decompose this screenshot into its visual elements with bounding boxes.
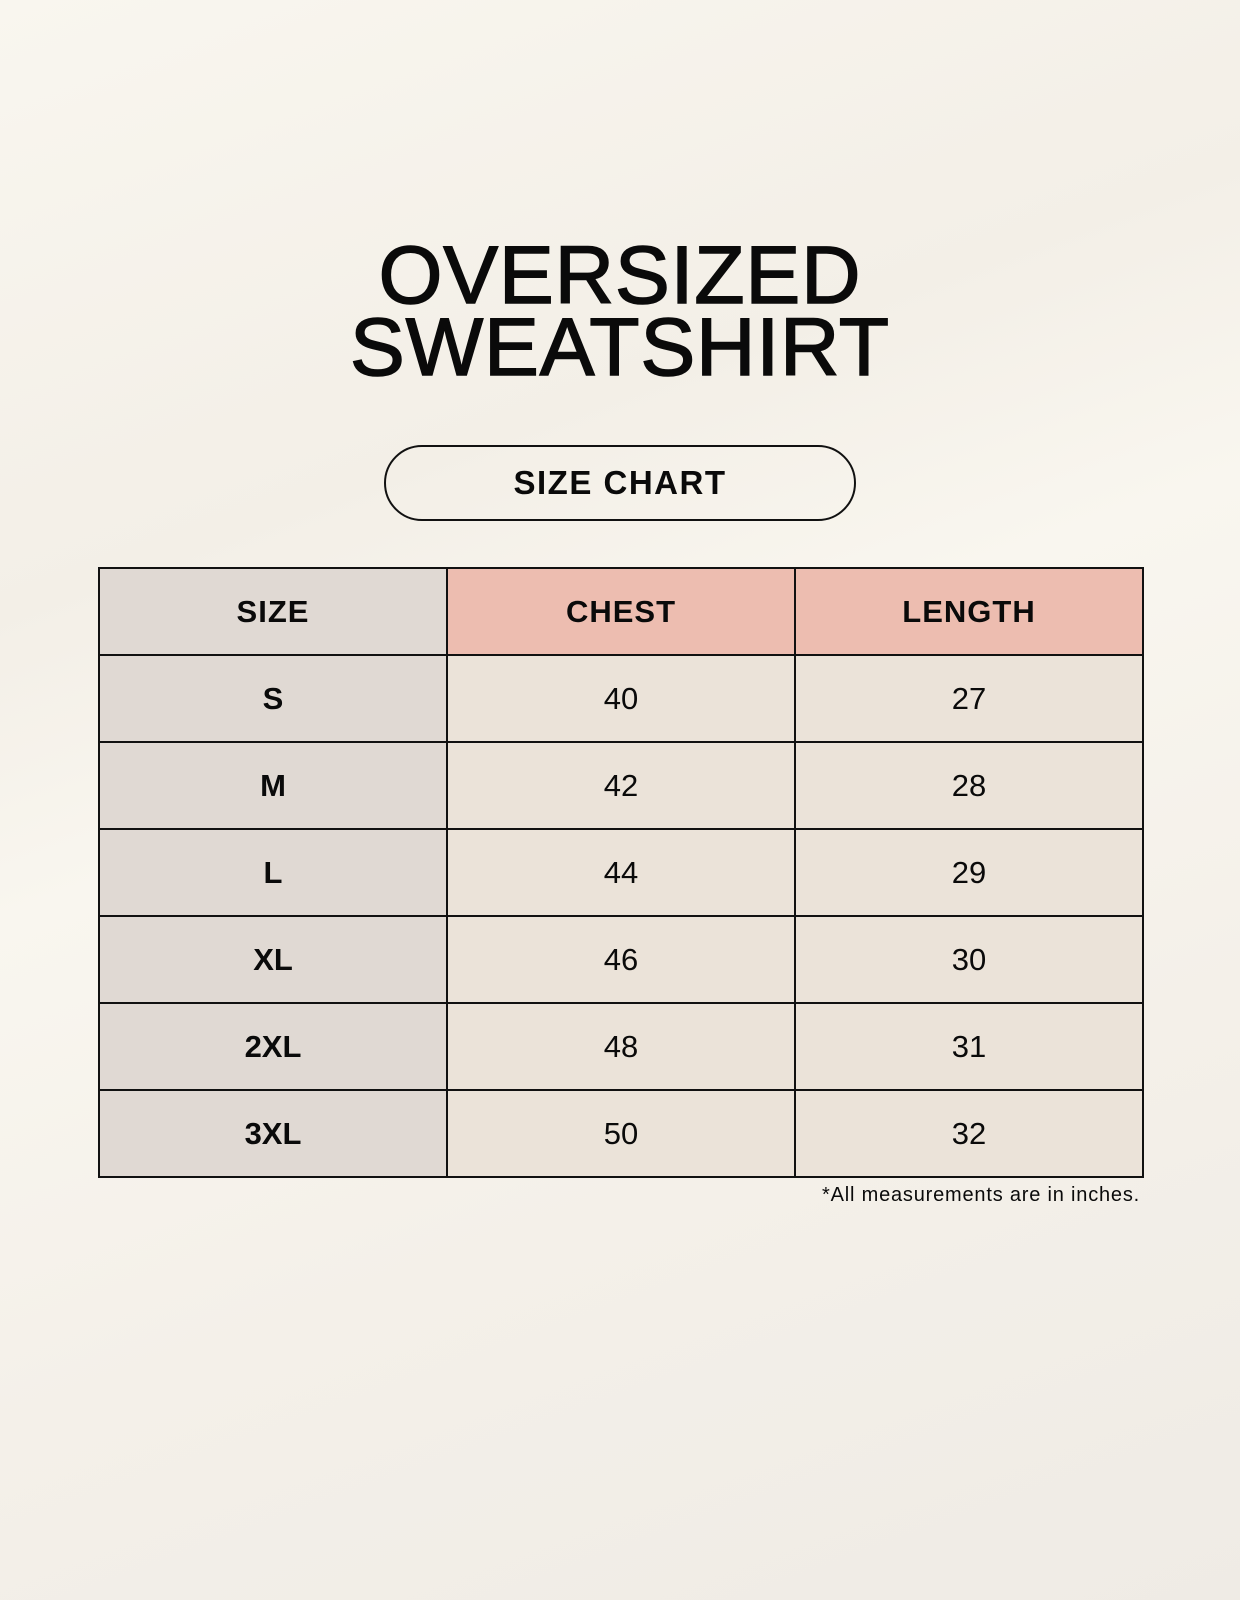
measurement-note: *All measurements are in inches. xyxy=(822,1184,1140,1206)
page-title: OVERSIZED SWEATSHIRT xyxy=(0,230,1240,393)
cell-size: M xyxy=(98,741,448,830)
cell-size: 2XL xyxy=(98,1002,448,1091)
header-length: LENGTH xyxy=(794,567,1144,656)
header-size: SIZE xyxy=(98,567,448,656)
cell-size: S xyxy=(98,654,448,743)
cell-size: XL xyxy=(98,915,448,1004)
cell-chest: 42 xyxy=(446,741,796,830)
cell-length: 29 xyxy=(794,828,1144,917)
cell-length: 27 xyxy=(794,654,1144,743)
table-row: 3XL 50 32 xyxy=(98,1089,1144,1178)
table-row: M 42 28 xyxy=(98,741,1144,830)
cell-chest: 44 xyxy=(446,828,796,917)
cell-length: 31 xyxy=(794,1002,1144,1091)
cell-length: 32 xyxy=(794,1089,1144,1178)
cell-length: 30 xyxy=(794,915,1144,1004)
cell-chest: 46 xyxy=(446,915,796,1004)
title-line-2: SWEATSHIRT xyxy=(349,302,890,393)
table-row: 2XL 48 31 xyxy=(98,1002,1144,1091)
cell-size: 3XL xyxy=(98,1089,448,1178)
cell-chest: 50 xyxy=(446,1089,796,1178)
size-chart-badge: SIZE CHART xyxy=(384,445,856,521)
cell-size: L xyxy=(98,828,448,917)
table-header-row: SIZE CHEST LENGTH xyxy=(98,567,1144,656)
header-chest: CHEST xyxy=(446,567,796,656)
table-row: XL 46 30 xyxy=(98,915,1144,1004)
cell-length: 28 xyxy=(794,741,1144,830)
cell-chest: 40 xyxy=(446,654,796,743)
size-table: SIZE CHEST LENGTH S 40 27 M 42 28 L 44 29 XL 46 30 2… xyxy=(98,567,1144,1178)
table-row: L 44 29 xyxy=(98,828,1144,917)
table-row: S 40 27 xyxy=(98,654,1144,743)
cell-chest: 48 xyxy=(446,1002,796,1091)
title-line-1: OVERSIZED xyxy=(378,230,862,321)
